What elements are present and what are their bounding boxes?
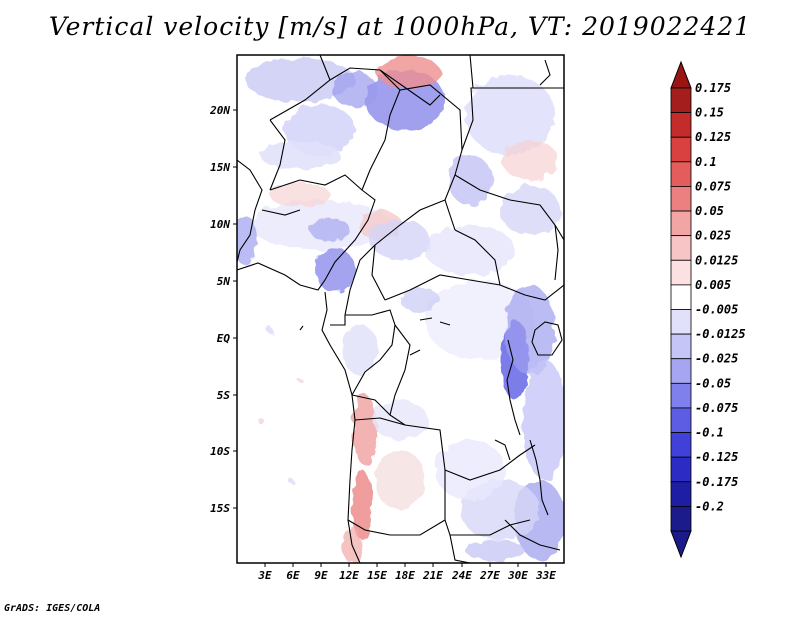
lat-label: EQ: [217, 332, 231, 345]
colorbar: 0.175 0.15 0.125 0.1 0.075 0.05 0.025 0.0125 0.0…: [670, 60, 746, 559]
lon-label: 18E: [395, 569, 415, 582]
colorbar-label: 0.175: [695, 81, 731, 95]
lat-label: 15S: [210, 502, 230, 515]
colorbar-label: -0.0125: [695, 327, 746, 341]
lon-label: 12E: [339, 569, 359, 582]
colorbar-swatch: [670, 259, 692, 286]
chart-title: Vertical velocity [m/s] at 1000hPa, VT: …: [48, 12, 752, 41]
footer-credit: GrADS: IGES/COLA: [4, 603, 101, 614]
lon-label: 15E: [367, 569, 387, 582]
colorbar-swatch: [670, 161, 692, 187]
lon-label: 33E: [535, 569, 556, 582]
colorbar-swatch: [670, 186, 692, 212]
lon-label: 30E: [507, 569, 528, 582]
colorbar-label: 0.125: [695, 130, 731, 144]
colorbar-label: -0.075: [695, 401, 738, 415]
colorbar-label: -0.1: [695, 426, 724, 440]
lon-label: 6E: [286, 569, 300, 582]
colorbar-label: 0.1: [695, 155, 717, 169]
lat-label: 20N: [209, 104, 230, 117]
colorbar-label: -0.005: [695, 303, 738, 317]
colorbar-label: 0.15: [695, 106, 724, 120]
colorbar-swatch: [670, 309, 692, 335]
colorbar-label: -0.125: [695, 450, 738, 464]
colorbar-top-triangle: [670, 60, 692, 89]
colorbar-label: -0.2: [695, 499, 724, 513]
colorbar-swatch: [670, 456, 692, 483]
colorbar-label: -0.05: [695, 376, 731, 390]
lat-label: 10N: [210, 218, 230, 231]
lat-label: 5S: [217, 389, 231, 402]
lat-label: 10S: [210, 445, 230, 458]
colorbar-label: 0.05: [695, 204, 724, 218]
velocity-shading: [237, 56, 564, 563]
colorbar-swatch: [670, 407, 692, 433]
colorbar-label: -0.025: [695, 352, 738, 366]
lat-axis: [233, 109, 237, 509]
colorbar-swatch: [670, 481, 692, 507]
colorbar-swatch: [670, 210, 692, 237]
colorbar-swatch: [670, 284, 692, 310]
lat-label: 15N: [210, 161, 230, 174]
colorbar-label: 0.0125: [695, 253, 738, 267]
colorbar-label: 0.025: [695, 229, 731, 243]
lon-axis: [264, 563, 547, 567]
colorbar-swatch: [670, 112, 692, 138]
lon-label: 24E: [451, 569, 472, 582]
map-frame: [236, 54, 565, 564]
colorbar-bottom-triangle: [670, 530, 692, 559]
colorbar-swatch: [670, 432, 692, 458]
colorbar-swatch: [670, 358, 692, 384]
colorbar-label: 0.075: [695, 179, 731, 193]
lon-label: 3E: [257, 569, 272, 582]
borders: [237, 55, 564, 563]
colorbar-label: -0.175: [695, 475, 738, 489]
lon-label: 21E: [422, 569, 443, 582]
colorbar-swatch: [670, 505, 692, 532]
colorbar-swatch: [670, 235, 692, 261]
lon-label: 9E: [314, 569, 328, 582]
colorbar-label: 0.005: [695, 278, 731, 292]
lat-label: 5N: [217, 275, 231, 288]
lon-label: 27E: [479, 569, 500, 582]
colorbar-swatch: [670, 136, 692, 163]
colorbar-swatch: [670, 382, 692, 409]
colorbar-swatch: [670, 87, 692, 114]
colorbar-swatch: [670, 333, 692, 360]
